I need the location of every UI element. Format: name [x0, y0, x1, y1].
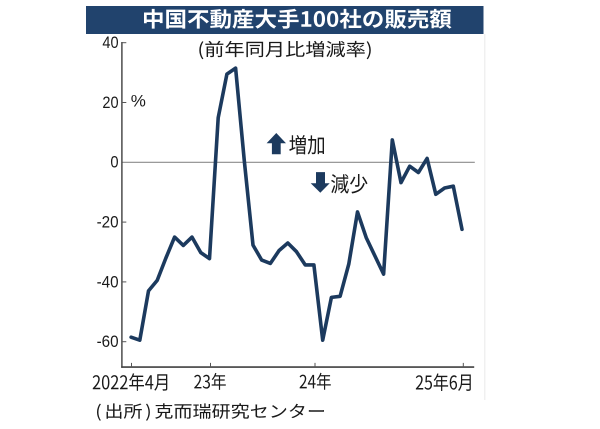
svg-text:-60: -60: [97, 332, 119, 351]
svg-text:-40: -40: [97, 272, 119, 291]
svg-text:0: 0: [110, 153, 118, 172]
svg-text:20: 20: [102, 93, 118, 112]
svg-text:%: %: [131, 92, 146, 111]
svg-text:-20: -20: [97, 213, 119, 232]
svg-text:40: 40: [102, 33, 118, 52]
